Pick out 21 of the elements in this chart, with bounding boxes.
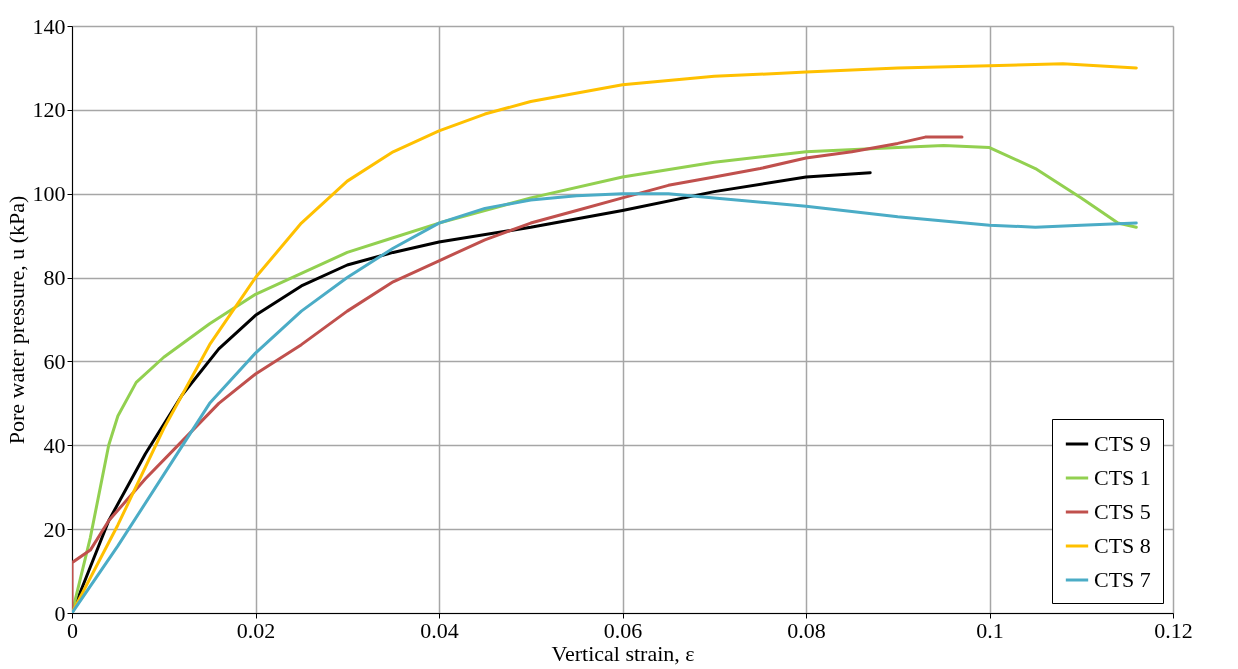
y-tick-label: 40	[43, 432, 66, 458]
x-tick-label: 0.02	[236, 617, 276, 643]
y-tick-label: 80	[43, 265, 66, 291]
y-axis-title: Pore water pressure, u (kPa)	[3, 195, 29, 445]
y-tick-label: 120	[32, 97, 66, 123]
x-tick-label: 0.04	[420, 617, 459, 643]
x-axis-title: Vertical strain, ε	[551, 640, 695, 666]
x-tick-label: 0.08	[787, 617, 826, 643]
legend-label: CTS 1	[1094, 465, 1151, 490]
y-tick-label: 100	[32, 181, 66, 207]
legend-label: CTS 5	[1094, 499, 1151, 524]
x-tick-label: 0.1	[976, 617, 1004, 643]
x-tick-label: 0.12	[1154, 617, 1193, 643]
legend-label: CTS 8	[1094, 533, 1151, 558]
x-tick-label: 0.06	[603, 617, 643, 643]
legend-label: CTS 9	[1094, 431, 1151, 456]
y-tick-label: 60	[43, 348, 66, 374]
legend-label: CTS 7	[1094, 567, 1151, 592]
y-tick-label: 0	[54, 600, 66, 626]
y-tick-label: 20	[43, 516, 66, 542]
y-tick-label: 140	[32, 13, 66, 39]
